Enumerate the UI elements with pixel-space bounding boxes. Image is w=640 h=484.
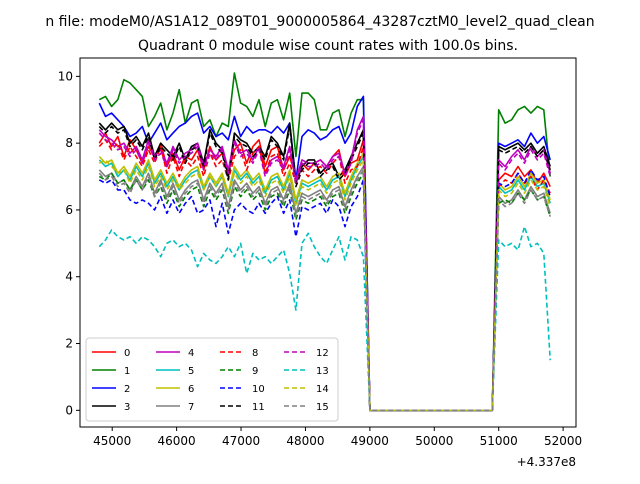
y-tick-label: 10 <box>58 69 73 83</box>
y-tick-label: 2 <box>65 337 73 351</box>
x-offset-label: +4.337e8 <box>517 455 576 469</box>
series-line-9 <box>98 172 551 412</box>
legend-label-4: 4 <box>188 348 194 359</box>
chart-title: Quadrant 0 module wise count rates with … <box>138 38 518 54</box>
series-layer <box>98 72 551 412</box>
legend-label-15: 15 <box>316 402 329 413</box>
series-line-8 <box>98 139 551 412</box>
legend-label-0: 0 <box>124 348 130 359</box>
legend-label-14: 14 <box>316 384 329 395</box>
x-tick-label: 47000 <box>222 434 260 448</box>
x-tick-label: 52000 <box>544 434 582 448</box>
legend-label-3: 3 <box>124 402 130 413</box>
x-axis: 45000 46000 47000 48000 49000 50000 51000 52000 <box>93 427 582 448</box>
legend-label-11: 11 <box>252 402 265 413</box>
legend-label-9: 9 <box>252 366 258 377</box>
legend-label-8: 8 <box>252 348 258 359</box>
x-tick-label: 50000 <box>415 434 453 448</box>
plot-frame <box>79 57 577 428</box>
legend-label-6: 6 <box>188 384 194 395</box>
legend-box <box>85 337 339 422</box>
x-tick-label: 48000 <box>286 434 324 448</box>
legend-label-12: 12 <box>316 348 329 359</box>
x-tick-label: 49000 <box>351 434 389 448</box>
legend-label-7: 7 <box>188 402 194 413</box>
legend-label-13: 13 <box>316 366 329 377</box>
x-tick-label: 45000 <box>93 434 131 448</box>
x-tick-label: 46000 <box>158 434 196 448</box>
y-tick-label: 0 <box>65 403 73 417</box>
legend-label-5: 5 <box>188 366 194 377</box>
y-tick-label: 8 <box>65 136 73 150</box>
y-axis: 0 2 4 6 8 10 <box>58 69 80 417</box>
y-tick-label: 4 <box>65 270 73 284</box>
figure-suptitle: n file: modeM0/AS1A12_089T01_9000005864_… <box>45 14 594 30</box>
y-tick-label: 6 <box>65 203 73 217</box>
legend-label-1: 1 <box>124 366 130 377</box>
series-line-15 <box>98 169 551 412</box>
legend-label-2: 2 <box>124 384 130 395</box>
x-tick-label: 51000 <box>480 434 518 448</box>
legend-label-10: 10 <box>252 384 265 395</box>
